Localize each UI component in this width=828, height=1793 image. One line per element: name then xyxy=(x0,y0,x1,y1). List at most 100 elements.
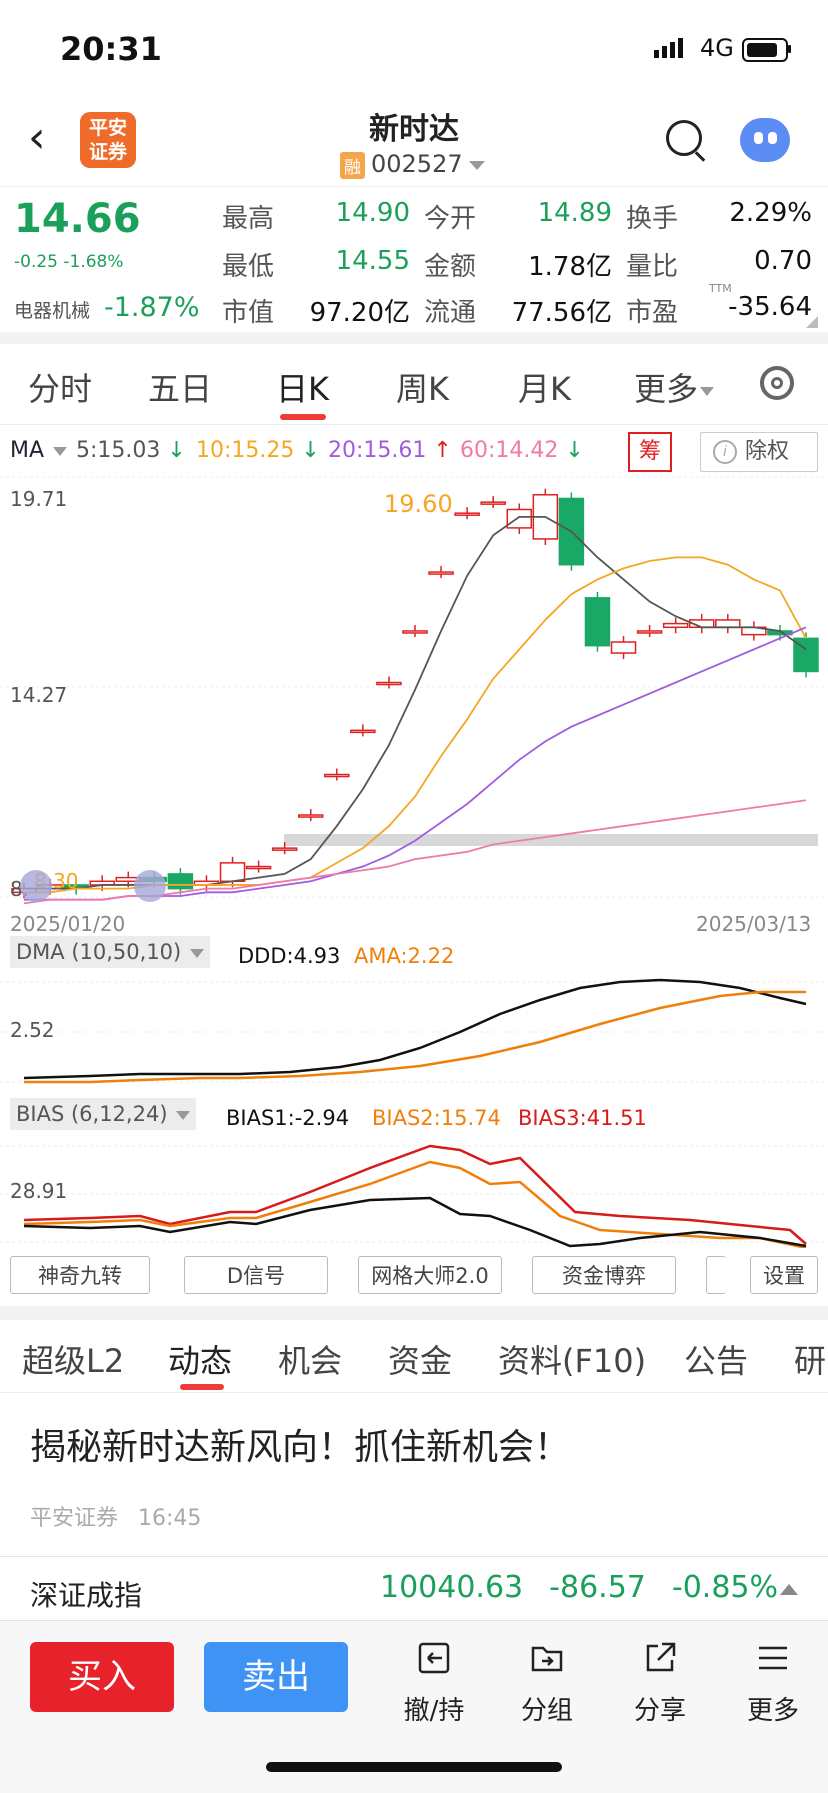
tool-overflow-button[interactable] xyxy=(706,1256,726,1294)
candle xyxy=(324,773,350,778)
ma-indicator-selector[interactable]: MA xyxy=(10,438,68,463)
more-button[interactable]: 更多 xyxy=(733,1640,813,1727)
cellular-signal-icon xyxy=(654,38,683,58)
robot-assistant-icon[interactable] xyxy=(740,118,790,162)
candle xyxy=(428,571,454,575)
bias3-value: BIAS3:41.51 xyxy=(518,1106,647,1130)
sell-button[interactable]: 卖出 xyxy=(204,1642,348,1712)
news-headline[interactable]: 揭秘新时达新风向！抓住新机会！ xyxy=(30,1427,571,1468)
tab-f10[interactable]: 资料(F10) xyxy=(498,1342,647,1380)
ma10-value: 10:15.25 ↓ xyxy=(196,438,320,463)
tab-five-day[interactable]: 五日 xyxy=(148,370,213,408)
ex-rights-label: 除权 xyxy=(745,439,790,464)
share-label: 分享 xyxy=(633,1696,686,1726)
ma10-text: 10:15.25 xyxy=(196,438,295,463)
caret-down-icon xyxy=(176,1110,191,1120)
stock-code-selector[interactable]: 融 002527 xyxy=(340,150,485,179)
dma-ama-value: AMA:2.22 xyxy=(354,944,455,968)
tab-divider xyxy=(0,1392,828,1393)
tab-research[interactable]: 研 xyxy=(794,1342,827,1380)
menu-icon xyxy=(759,1646,787,1670)
chevron-down-icon xyxy=(468,160,485,170)
tool-fund-game-button[interactable]: 资金博弈 xyxy=(532,1256,676,1294)
tab-opportunity[interactable]: 机会 xyxy=(278,1342,343,1380)
bias-y-label: 28.91 xyxy=(10,1179,67,1203)
dma-y-label: 2.52 xyxy=(10,1018,55,1042)
index-percent: -0.85% xyxy=(671,1570,779,1605)
expand-corner-icon[interactable] xyxy=(806,316,818,328)
news-source: 平安证券 xyxy=(30,1506,119,1531)
news-meta: 平安证券 16:45 xyxy=(30,1500,201,1532)
candlestick-chart[interactable]: 19.71 14.27 8. 19.60 8.30 2025/01/20 202… xyxy=(0,476,828,936)
stat-label: 换手 xyxy=(626,204,679,234)
chips-button[interactable]: 筹 xyxy=(628,432,672,472)
status-time: 20:31 xyxy=(60,30,162,68)
ma20-value: 20:15.61 ↑ xyxy=(328,438,452,463)
stat-label: 市盈 xyxy=(626,298,679,328)
chevron-left-icon[interactable]: ‹ xyxy=(28,112,46,163)
dma-indicator-selector[interactable]: DMA (10,50,10) xyxy=(10,936,210,968)
sector-name[interactable]: 电器机械 xyxy=(14,300,91,322)
bias1-value: BIAS1:-2.94 xyxy=(226,1106,350,1130)
tool-grid-master-button[interactable]: 网格大师2.0 xyxy=(358,1256,502,1294)
stat-label: 最低 xyxy=(222,252,275,282)
tab-announcements[interactable]: 公告 xyxy=(684,1342,749,1380)
candle xyxy=(480,501,506,505)
expand-up-icon[interactable] xyxy=(780,1584,798,1595)
sector-change[interactable]: -1.87% xyxy=(104,292,200,323)
ma60-value: 60:14.42 ↓ xyxy=(460,438,584,463)
stat-value: 2.29% xyxy=(729,198,812,228)
ma-label: MA xyxy=(10,438,45,463)
tab-daily-k[interactable]: 日K xyxy=(276,370,329,408)
tool-d-signal-button[interactable]: D信号 xyxy=(184,1256,328,1294)
tab-dynamics[interactable]: 动态 xyxy=(168,1342,233,1380)
index-change: -86.57 xyxy=(549,1570,646,1605)
volume-profile-bar xyxy=(284,834,818,846)
status-bar: 20:31 4G xyxy=(0,0,828,100)
caret-down-icon xyxy=(53,446,68,456)
buy-button[interactable]: 买入 xyxy=(30,1642,174,1712)
event-marker-icon xyxy=(20,870,52,902)
candle xyxy=(506,508,533,529)
section-divider xyxy=(0,332,828,344)
candle xyxy=(610,641,637,654)
chart-grid xyxy=(0,476,828,898)
candles xyxy=(11,488,819,899)
stat-label: 市值 xyxy=(222,298,275,328)
group-button[interactable]: 分组 xyxy=(507,1640,587,1727)
index-values[interactable]: 10040.63 -86.57 -0.85% xyxy=(380,1570,778,1605)
ama-line xyxy=(24,990,806,1084)
bias-indicator-selector[interactable]: BIAS (6,12,24) xyxy=(10,1098,197,1130)
cancel-hold-button[interactable]: 撤/持 xyxy=(394,1640,474,1727)
candle xyxy=(271,847,298,851)
bias-label: BIAS (6,12,24) xyxy=(16,1102,168,1126)
search-icon[interactable] xyxy=(666,120,702,156)
tool-magic-nine-turns-button[interactable]: 神奇九转 xyxy=(10,1256,150,1294)
down-arrow-icon: ↓ xyxy=(558,438,584,463)
tab-funds[interactable]: 资金 xyxy=(388,1342,453,1380)
candle xyxy=(584,597,611,647)
gear-icon[interactable] xyxy=(760,366,794,400)
down-arrow-icon: ↓ xyxy=(294,438,320,463)
ex-rights-button[interactable]: i 除权 xyxy=(700,432,818,472)
index-name[interactable]: 深证成指 xyxy=(30,1579,143,1612)
tab-intraday[interactable]: 分时 xyxy=(28,370,93,408)
y-axis-top-label: 19.71 xyxy=(10,487,67,511)
active-tab-indicator xyxy=(180,1384,224,1390)
caret-down-icon xyxy=(189,948,204,958)
share-button[interactable]: 分享 xyxy=(620,1640,700,1727)
stat-value: 1.78亿 xyxy=(528,252,612,282)
tab-super-l2[interactable]: 超级L2 xyxy=(22,1342,125,1380)
undo-icon xyxy=(418,1642,450,1674)
stat-value: 14.55 xyxy=(335,246,410,276)
candle xyxy=(662,622,689,629)
tab-monthly-k[interactable]: 月K xyxy=(518,370,571,408)
broker-logo: 平安证券 xyxy=(80,112,136,168)
tab-more[interactable]: 更多 xyxy=(634,364,715,410)
x-axis-start-date: 2025/01/20 xyxy=(10,912,125,936)
index-value: 10040.63 xyxy=(380,1570,524,1605)
stock-header xyxy=(0,100,828,187)
bias-chart: 28.91 xyxy=(0,1144,828,1248)
tool-settings-button[interactable]: 设置 xyxy=(750,1256,818,1294)
tab-weekly-k[interactable]: 周K xyxy=(396,370,449,408)
